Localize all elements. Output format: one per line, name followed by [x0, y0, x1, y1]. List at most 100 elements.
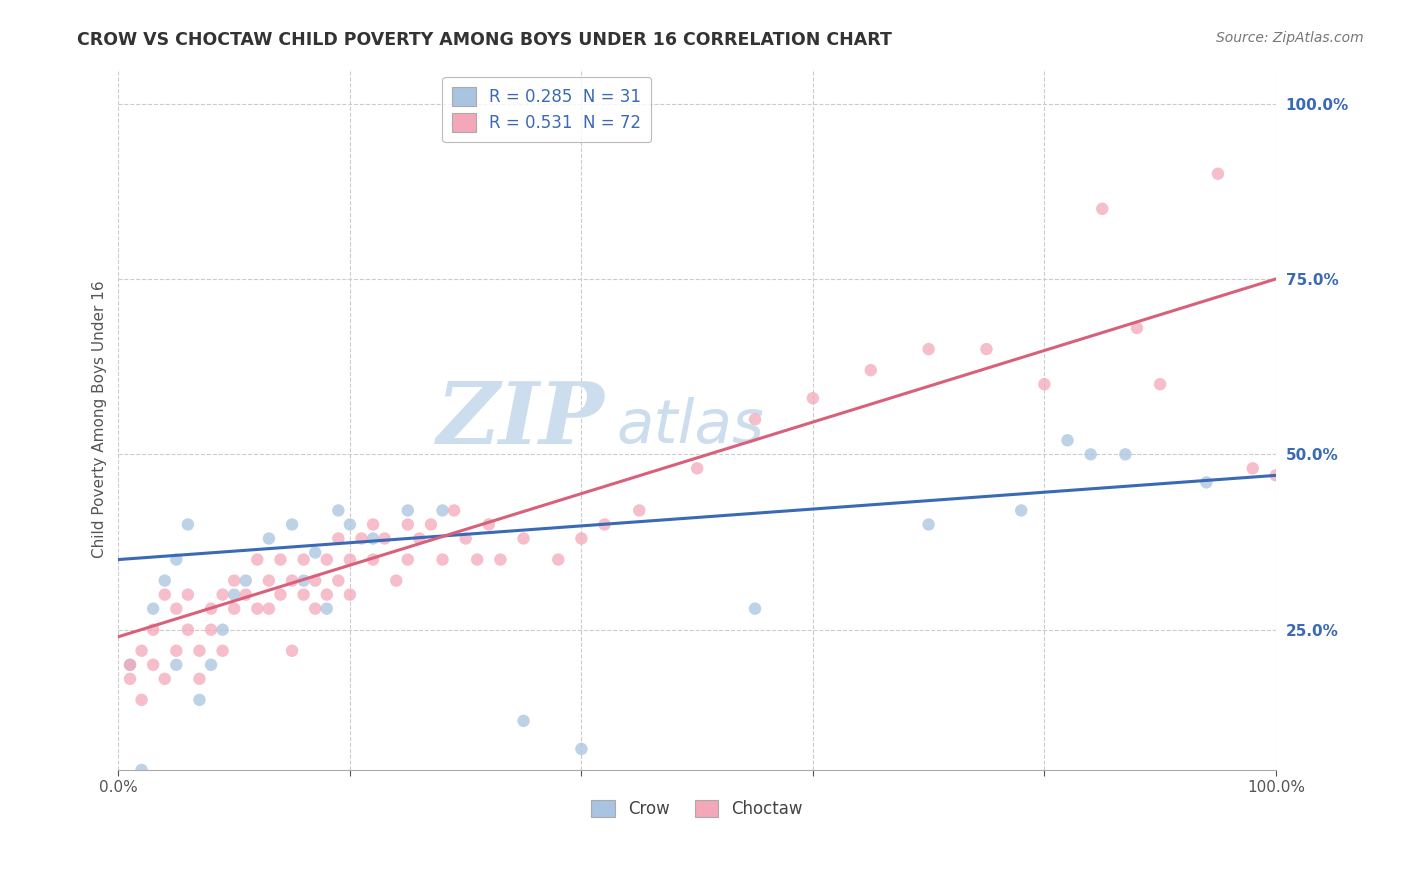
Point [165, 644, 187, 658]
Text: atlas: atlas [616, 397, 763, 456]
Point [396, 517, 419, 532]
Point [224, 574, 246, 588]
Point [328, 503, 350, 517]
Point [292, 588, 315, 602]
Point [350, 532, 373, 546]
Point [269, 552, 291, 566]
Point [571, 532, 593, 546]
Point [165, 601, 187, 615]
Text: Source: ZipAtlas.com: Source: ZipAtlas.com [1216, 31, 1364, 45]
Point [571, 742, 593, 756]
Point [593, 517, 616, 532]
Point [420, 517, 443, 532]
Point [1114, 447, 1136, 461]
Point [315, 588, 337, 602]
Point [432, 552, 454, 566]
Point [281, 644, 304, 658]
Point [489, 552, 512, 566]
Point [339, 552, 361, 566]
Point [859, 363, 882, 377]
Point [374, 532, 396, 546]
Point [235, 574, 257, 588]
Point [917, 342, 939, 356]
Point [188, 672, 211, 686]
Point [328, 532, 350, 546]
Point [396, 552, 419, 566]
Point [454, 532, 477, 546]
Point [292, 552, 315, 566]
Point [339, 588, 361, 602]
Point [1010, 503, 1032, 517]
Point [1241, 461, 1264, 475]
Point [315, 552, 337, 566]
Point [304, 574, 326, 588]
Point [246, 552, 269, 566]
Point [443, 503, 465, 517]
Point [224, 601, 246, 615]
Point [177, 623, 200, 637]
Point [328, 574, 350, 588]
Point [1080, 447, 1102, 461]
Point [339, 517, 361, 532]
Point [246, 601, 269, 615]
Point [917, 517, 939, 532]
Point [1056, 434, 1078, 448]
Point [188, 644, 211, 658]
Point [118, 657, 141, 672]
Point [1195, 475, 1218, 490]
Point [165, 552, 187, 566]
Point [118, 672, 141, 686]
Point [1264, 468, 1286, 483]
Point [257, 601, 280, 615]
Point [281, 574, 304, 588]
Point [408, 532, 430, 546]
Point [385, 574, 408, 588]
Point [235, 588, 257, 602]
Point [211, 644, 233, 658]
Point [304, 545, 326, 559]
Point [976, 342, 998, 356]
Point [257, 532, 280, 546]
Point [744, 412, 766, 426]
Point [801, 391, 824, 405]
Point [478, 517, 501, 532]
Point [512, 714, 534, 728]
Point [465, 552, 488, 566]
Point [177, 517, 200, 532]
Point [1091, 202, 1114, 216]
Point [304, 601, 326, 615]
Point [142, 657, 165, 672]
Point [1033, 377, 1056, 392]
Point [200, 601, 222, 615]
Point [628, 503, 651, 517]
Legend: Crow, Choctaw: Crow, Choctaw [585, 793, 810, 825]
Point [188, 693, 211, 707]
Point [361, 517, 384, 532]
Point [315, 601, 337, 615]
Point [200, 657, 222, 672]
Point [396, 503, 419, 517]
Point [281, 517, 304, 532]
Point [142, 623, 165, 637]
Text: ZIP: ZIP [437, 377, 605, 461]
Point [153, 672, 176, 686]
Point [118, 657, 141, 672]
Point [165, 657, 187, 672]
Point [224, 588, 246, 602]
Point [1126, 321, 1149, 335]
Y-axis label: Child Poverty Among Boys Under 16: Child Poverty Among Boys Under 16 [93, 280, 107, 558]
Point [547, 552, 569, 566]
Point [361, 552, 384, 566]
Point [211, 588, 233, 602]
Point [211, 623, 233, 637]
Point [744, 601, 766, 615]
Point [177, 588, 200, 602]
Point [1206, 167, 1229, 181]
Point [1149, 377, 1171, 392]
Point [131, 763, 153, 777]
Point [686, 461, 709, 475]
Point [257, 574, 280, 588]
Point [269, 588, 291, 602]
Point [153, 574, 176, 588]
Point [361, 532, 384, 546]
